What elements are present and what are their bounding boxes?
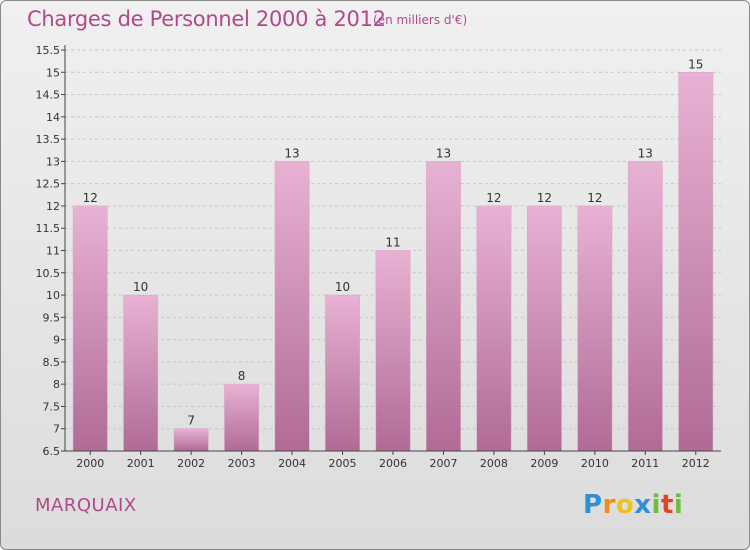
y-tick-label: 9 (53, 334, 60, 347)
bars (72, 72, 714, 452)
bar (123, 294, 159, 452)
data-label: 10 (133, 280, 148, 294)
x-tick-label: 2002 (177, 457, 205, 470)
y-tick-label: 9.5 (43, 311, 61, 324)
x-tick-label: 2008 (480, 457, 508, 470)
y-tick-label: 13 (46, 155, 60, 168)
data-label: 13 (638, 146, 653, 160)
logo-letter: r (602, 490, 616, 520)
x-tick-label: 2004 (278, 457, 306, 470)
labels: 6.5 7 7.5 8 8.5 9 9.5 10 10.5 11 11.5 12 12.5 13 13.5 1… (36, 44, 710, 470)
y-tick-label: 11 (46, 245, 60, 258)
bar (72, 205, 108, 452)
x-tick-label: 2011 (631, 457, 659, 470)
y-tick-label: 8 (53, 378, 60, 391)
y-tick-label: 12.5 (36, 178, 61, 191)
logo-letter: P (583, 490, 603, 520)
bar (375, 250, 411, 452)
axes (61, 45, 721, 455)
bar (577, 205, 613, 452)
y-tick-label: 6.5 (43, 445, 61, 458)
y-tick-label: 14.5 (36, 89, 61, 102)
logo-letter: o (615, 490, 635, 520)
logo-letter: i (651, 490, 661, 520)
bar (173, 428, 209, 452)
bar (426, 161, 461, 452)
bar (325, 294, 360, 452)
y-tick-label: 15 (46, 66, 60, 79)
bar (224, 383, 260, 452)
x-tick-label: 2005 (329, 457, 357, 470)
x-tick-label: 2006 (379, 457, 407, 470)
y-tick-label: 11.5 (36, 222, 61, 235)
y-tick-label: 14 (46, 111, 60, 124)
data-label: 12 (587, 191, 602, 205)
x-tick-label: 2012 (682, 457, 710, 470)
commune-name: MARQUAIX (35, 495, 137, 516)
bar (678, 72, 714, 452)
x-tick-label: 2010 (581, 457, 609, 470)
proxiti-logo: Proxiti (583, 490, 683, 520)
data-label: 12 (537, 191, 552, 205)
y-tick-label: 15.5 (36, 44, 61, 57)
y-tick-label: 7.5 (43, 400, 61, 413)
bar (627, 161, 663, 452)
y-tick-label: 10.5 (36, 267, 61, 280)
x-tick-label: 2003 (228, 457, 256, 470)
y-tick-label: 10 (46, 289, 60, 302)
y-tick-label: 7 (53, 423, 60, 436)
data-label: 13 (436, 146, 451, 160)
y-tick-label: 8.5 (43, 356, 61, 369)
data-label: 13 (284, 146, 299, 160)
x-tick-label: 2001 (127, 457, 155, 470)
y-tick-label: 13.5 (36, 133, 61, 146)
logo-letter: t (660, 490, 674, 520)
data-label: 12 (486, 191, 501, 205)
logo-letter: i (673, 490, 684, 520)
x-tick-label: 2009 (530, 457, 558, 470)
data-label: 8 (238, 369, 246, 383)
chart-title: Charges de Personnel 2000 à 2012 (27, 7, 386, 31)
data-label: 12 (83, 191, 98, 205)
x-tick-label: 2007 (429, 457, 457, 470)
data-label: 15 (688, 57, 703, 71)
logo-letter: x (634, 490, 652, 520)
bar (476, 205, 512, 452)
data-label: 7 (187, 414, 195, 428)
bar (274, 161, 310, 452)
x-tick-label: 2000 (76, 457, 104, 470)
chart-subtitle: (en milliers d'€) (373, 13, 468, 27)
bar (526, 205, 562, 452)
data-label: 11 (385, 236, 400, 250)
data-label: 10 (335, 280, 350, 294)
y-tick-label: 12 (46, 200, 60, 213)
